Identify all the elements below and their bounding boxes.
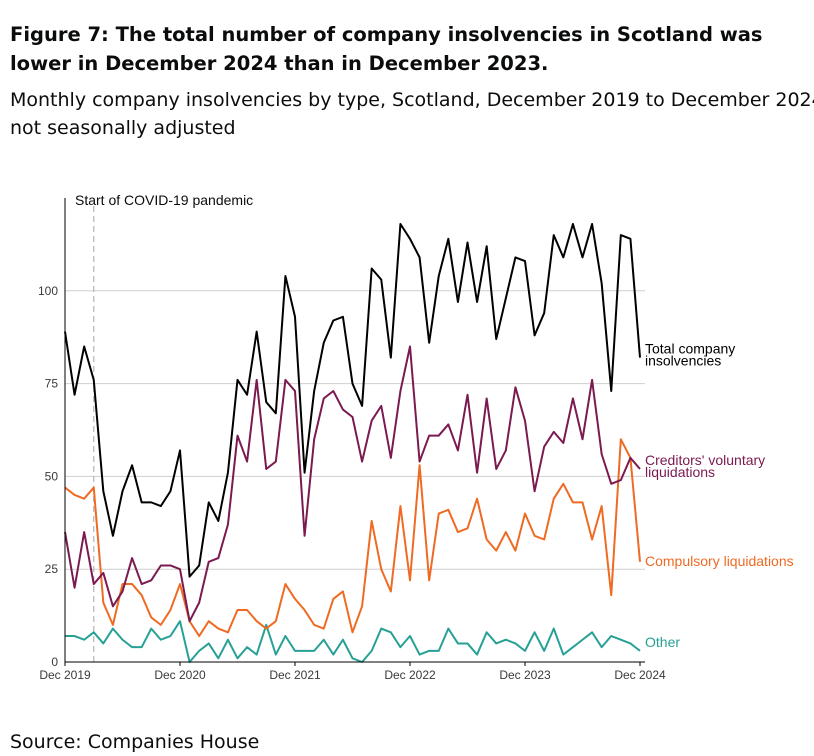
insolvencies-line-chart: Start of COVID-19 pandemic 0 25 50 75 100 Dec… [38, 192, 794, 682]
series-label-3: Other [645, 634, 680, 650]
axes: 0 25 50 75 100 Dec 2019 Dec 2020 Dec 2021 Dec 20… [38, 198, 666, 682]
figure-title: Figure 7: The total number of company in… [10, 23, 763, 75]
x-tick-label: Dec 2019 [39, 668, 91, 682]
figure-subtitle: Monthly company insolvencies by type, Sc… [10, 86, 814, 142]
y-tick-label: 75 [45, 377, 59, 391]
y-gridlines [65, 290, 645, 570]
series-lines [64, 222, 641, 663]
y-tick-label: 0 [51, 655, 58, 669]
series-labels: Total company insolvencies Creditors' volu… [645, 341, 794, 650]
covid-annotation: Start of COVID-19 pandemic [75, 192, 253, 662]
series-line-3 [65, 620, 641, 663]
series-label-0: Total company insolvencies [645, 341, 735, 369]
series-label-1: Creditors' voluntary liquidations [645, 452, 765, 480]
covid-annotation-label: Start of COVID-19 pandemic [75, 192, 253, 208]
series-line-1 [64, 345, 641, 623]
series-label-2: Compulsory liquidations [645, 553, 794, 569]
series-line-0 [64, 222, 641, 578]
x-tick-label: Dec 2024 [614, 668, 666, 682]
x-tick-label: Dec 2022 [384, 668, 436, 682]
y-tick-label: 50 [45, 469, 59, 483]
y-tick-label: 25 [45, 562, 59, 576]
y-tick-label: 100 [38, 284, 58, 298]
figure-subtitle-line-2: not seasonally adjusted [10, 117, 236, 139]
series-line-2 [64, 438, 641, 638]
x-tick-label: Dec 2021 [269, 668, 321, 682]
x-tick-label: Dec 2023 [499, 668, 551, 682]
figure-subtitle-line-1: Monthly company insolvencies by type, Sc… [10, 89, 814, 111]
x-tick-label: Dec 2020 [154, 668, 206, 682]
source-note: Source: Companies House [10, 731, 260, 753]
